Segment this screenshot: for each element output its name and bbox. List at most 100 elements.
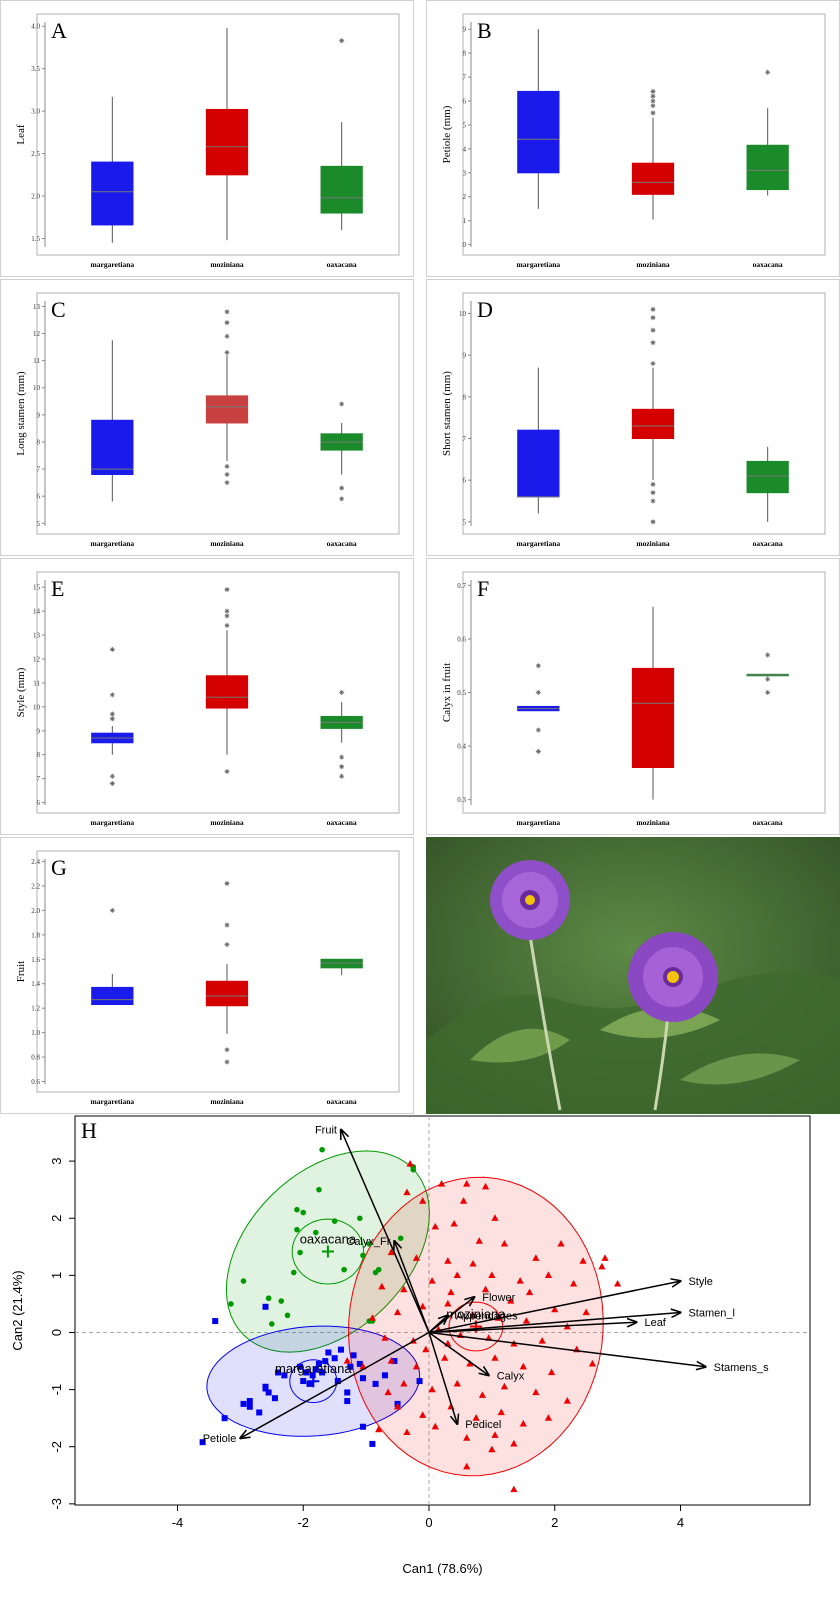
outlier — [109, 646, 115, 652]
point — [381, 1372, 388, 1379]
point — [271, 1395, 278, 1402]
outlier — [224, 880, 230, 886]
point — [246, 1403, 253, 1410]
y-tick-label: 13 — [33, 303, 41, 311]
point — [579, 1257, 587, 1264]
point — [325, 1349, 332, 1356]
point — [544, 1271, 553, 1278]
point — [265, 1295, 272, 1302]
point — [256, 1409, 263, 1416]
point — [372, 1380, 379, 1387]
outlier — [535, 663, 541, 669]
outlier — [650, 88, 656, 94]
point — [375, 1266, 382, 1273]
point — [497, 1408, 505, 1416]
loading-arrow — [341, 1130, 430, 1333]
loading-arrow — [428, 1331, 706, 1366]
y-tick-label: 7 — [463, 74, 467, 82]
y-tick-label: 0 — [49, 1329, 64, 1336]
loading-arrow — [428, 1312, 680, 1334]
outlier — [650, 327, 656, 333]
outlier — [109, 716, 115, 722]
point — [419, 1302, 427, 1310]
point — [316, 1186, 322, 1193]
y-axis-title: Leaf — [15, 124, 27, 144]
y-tick-label: 0.6 — [457, 635, 466, 643]
arrow-label: Petiole — [203, 1433, 237, 1445]
box — [320, 165, 363, 214]
point — [357, 1215, 363, 1222]
outlier — [224, 320, 230, 326]
outlier — [224, 1059, 230, 1065]
y-tick-label: 1.0 — [31, 1029, 40, 1037]
point — [284, 1312, 291, 1319]
y-tick-label: 1.5 — [31, 235, 40, 243]
outlier — [535, 748, 541, 754]
arrow-label: Fruit — [315, 1125, 337, 1137]
y-tick-label: 2.0 — [31, 907, 40, 915]
point — [569, 1279, 578, 1287]
point — [262, 1303, 269, 1310]
box — [205, 395, 249, 424]
point — [268, 1321, 275, 1327]
y-tick-label: 15 — [33, 584, 41, 592]
panel-label: D — [477, 297, 493, 322]
point — [341, 1266, 347, 1273]
outlier — [224, 608, 230, 614]
outlier — [650, 306, 656, 312]
y-tick-label: 2.2 — [31, 882, 40, 890]
y-tick-label: 8 — [37, 751, 41, 759]
point — [350, 1352, 357, 1359]
y-tick-label: 3.5 — [31, 65, 40, 73]
point — [469, 1259, 477, 1267]
point — [331, 1355, 338, 1362]
y-tick-label: 7 — [37, 466, 41, 474]
plot-frame — [462, 292, 826, 535]
point — [419, 1197, 427, 1204]
y-tick-label: 6 — [463, 477, 467, 485]
y-tick-label: 2.5 — [31, 150, 40, 158]
arrow-label: Flower — [482, 1292, 515, 1304]
plot-frame — [462, 571, 826, 814]
outlier — [224, 942, 230, 948]
x-tick-label: moziniana — [210, 539, 244, 548]
y-tick-label: 2 — [463, 193, 467, 201]
point — [453, 1379, 461, 1387]
outlier — [109, 692, 115, 698]
outlier — [224, 1047, 230, 1053]
outlier — [650, 361, 656, 366]
point — [444, 1257, 452, 1264]
point — [306, 1380, 313, 1387]
x-tick-label: moziniana — [636, 818, 670, 827]
point — [547, 1368, 556, 1376]
y-tick-label: 1.8 — [31, 931, 40, 939]
point — [265, 1389, 272, 1396]
outlier — [224, 463, 230, 469]
x-tick-label: moziniana — [210, 1097, 244, 1106]
y-tick-label: 10 — [33, 703, 41, 711]
y-axis-title: Can2 (21.4%) — [10, 1270, 25, 1350]
outlier — [224, 333, 230, 339]
point — [313, 1229, 319, 1236]
point — [312, 1366, 319, 1373]
y-tick-label: 12 — [33, 655, 41, 663]
outlier — [650, 315, 656, 321]
panel-label: C — [51, 297, 66, 322]
point — [368, 1314, 376, 1321]
x-tick-label: margaretiana — [517, 539, 561, 548]
outlier — [765, 69, 771, 75]
arrow-label: Calyx — [497, 1370, 525, 1382]
x-tick-label: margaretiana — [517, 818, 561, 827]
panel-border — [0, 279, 414, 556]
box — [631, 667, 675, 769]
point — [516, 1277, 524, 1284]
x-tick-label: moziniana — [210, 818, 244, 827]
point — [337, 1346, 344, 1353]
x-tick-label: margaretiana — [517, 260, 561, 269]
group-center — [321, 1245, 334, 1258]
plot-frame — [36, 13, 400, 256]
panel-label: G — [51, 855, 67, 880]
panel-label: A — [51, 18, 67, 43]
